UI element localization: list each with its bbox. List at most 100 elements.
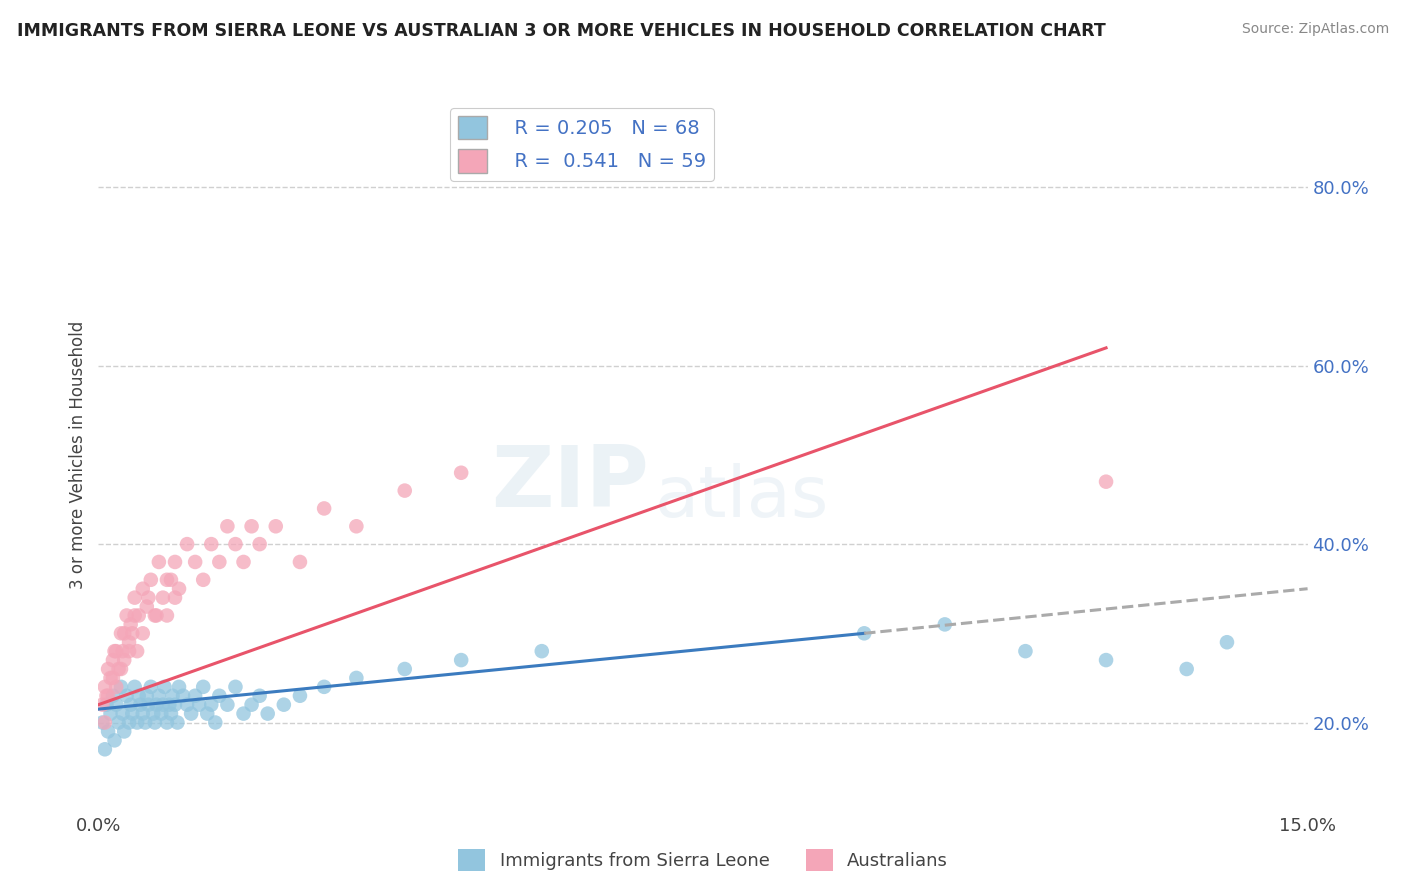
Point bbox=[1095, 475, 1118, 489]
Point bbox=[156, 608, 179, 623]
Point bbox=[193, 573, 215, 587]
Point bbox=[156, 715, 179, 730]
Point bbox=[101, 689, 124, 703]
Point bbox=[200, 537, 222, 551]
Point bbox=[124, 680, 146, 694]
Point bbox=[163, 698, 186, 712]
Point bbox=[217, 698, 239, 712]
Point bbox=[96, 698, 118, 712]
Point bbox=[934, 617, 956, 632]
Point bbox=[176, 698, 198, 712]
Text: atlas: atlas bbox=[655, 463, 830, 533]
Point bbox=[394, 662, 416, 676]
Point bbox=[256, 706, 278, 721]
Point bbox=[394, 483, 416, 498]
Point bbox=[97, 689, 120, 703]
Point bbox=[138, 698, 160, 712]
Point bbox=[167, 582, 190, 596]
Point bbox=[193, 680, 215, 694]
Point bbox=[195, 706, 218, 721]
Point bbox=[132, 626, 155, 640]
Point bbox=[148, 689, 170, 703]
Point bbox=[105, 680, 128, 694]
Point bbox=[97, 662, 120, 676]
Point bbox=[184, 555, 207, 569]
Point bbox=[150, 706, 173, 721]
Text: IMMIGRANTS FROM SIERRA LEONE VS AUSTRALIAN 3 OR MORE VEHICLES IN HOUSEHOLD CORRE: IMMIGRANTS FROM SIERRA LEONE VS AUSTRALI… bbox=[17, 22, 1105, 40]
Point bbox=[134, 715, 156, 730]
Point bbox=[167, 680, 190, 694]
Point bbox=[135, 689, 157, 703]
Point bbox=[111, 644, 134, 658]
Point bbox=[288, 689, 311, 703]
Point bbox=[450, 466, 472, 480]
Point bbox=[101, 653, 124, 667]
Point bbox=[264, 519, 287, 533]
Point bbox=[115, 689, 138, 703]
Point bbox=[1014, 644, 1036, 658]
Point bbox=[1216, 635, 1239, 649]
Point bbox=[120, 617, 142, 632]
Point bbox=[240, 698, 263, 712]
Point bbox=[103, 733, 125, 747]
Point bbox=[152, 698, 174, 712]
Point bbox=[249, 689, 271, 703]
Point bbox=[97, 724, 120, 739]
Point bbox=[127, 644, 149, 658]
Point bbox=[208, 689, 231, 703]
Point bbox=[1095, 653, 1118, 667]
Point bbox=[145, 608, 167, 623]
Point bbox=[188, 698, 211, 712]
Point bbox=[240, 519, 263, 533]
Point bbox=[112, 626, 135, 640]
Point bbox=[143, 608, 166, 623]
Point bbox=[120, 698, 142, 712]
Point bbox=[107, 662, 129, 676]
Point bbox=[94, 680, 117, 694]
Point bbox=[180, 706, 202, 721]
Point bbox=[94, 742, 117, 756]
Point bbox=[204, 715, 226, 730]
Point bbox=[314, 501, 336, 516]
Point bbox=[224, 680, 246, 694]
Point bbox=[118, 635, 141, 649]
Point bbox=[288, 555, 311, 569]
Point bbox=[100, 706, 122, 721]
Point bbox=[124, 608, 146, 623]
Text: Source: ZipAtlas.com: Source: ZipAtlas.com bbox=[1241, 22, 1389, 37]
Point bbox=[132, 582, 155, 596]
Point bbox=[107, 715, 129, 730]
Y-axis label: 3 or more Vehicles in Household: 3 or more Vehicles in Household bbox=[69, 321, 87, 589]
Point bbox=[1175, 662, 1198, 676]
Point bbox=[232, 706, 254, 721]
Point bbox=[139, 573, 162, 587]
Point bbox=[163, 591, 186, 605]
Point bbox=[129, 698, 152, 712]
Point bbox=[160, 573, 183, 587]
Point bbox=[132, 706, 155, 721]
Point bbox=[128, 689, 150, 703]
Point bbox=[163, 555, 186, 569]
Point bbox=[344, 519, 367, 533]
Point bbox=[112, 653, 135, 667]
Point bbox=[110, 662, 132, 676]
Point bbox=[101, 671, 124, 685]
Point bbox=[115, 608, 138, 623]
Point bbox=[121, 626, 143, 640]
Point bbox=[91, 698, 114, 712]
Point bbox=[118, 715, 141, 730]
Point bbox=[530, 644, 553, 658]
Point bbox=[200, 698, 222, 712]
Point bbox=[249, 537, 271, 551]
Point bbox=[100, 671, 122, 685]
Point bbox=[153, 680, 176, 694]
Point bbox=[166, 715, 188, 730]
Point bbox=[156, 573, 179, 587]
Point bbox=[224, 537, 246, 551]
Point bbox=[135, 599, 157, 614]
Point bbox=[139, 680, 162, 694]
Point bbox=[145, 698, 167, 712]
Text: ZIP: ZIP bbox=[491, 442, 648, 525]
Point bbox=[121, 706, 143, 721]
Legend:   R = 0.205   N = 68,   R =  0.541   N = 59: R = 0.205 N = 68, R = 0.541 N = 59 bbox=[450, 108, 714, 180]
